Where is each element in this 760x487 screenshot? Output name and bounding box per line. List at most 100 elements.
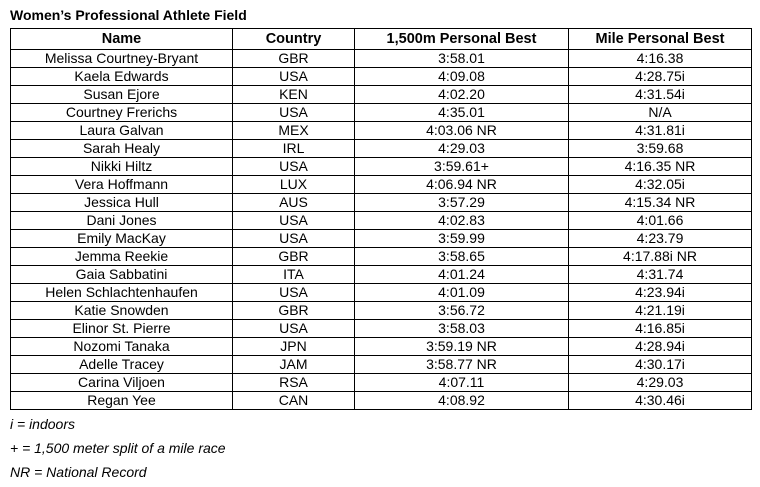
table-row: Sarah Healy IRL 4:29.03 3:59.68 [10,139,752,158]
legend-notes: i = indoors + = 1,500 meter split of a m… [10,415,226,487]
pb-mile-cell: 4:31.54i [568,85,752,104]
table-row: Nikki Hiltz USA 3:59.61+ 4:16.35 NR [10,157,752,176]
note-split: + = 1,500 meter split of a mile race [10,440,226,456]
pb-mile-cell: 4:23.94i [568,283,752,302]
table-row: Melissa Courtney-Bryant GBR 3:58.01 4:16.38 [10,49,752,68]
table-row: Elinor St. Pierre USA 3:58.03 4:16.85i [10,319,752,338]
country-cell: JPN [232,337,355,356]
pb-1500m-cell: 3:58.03 [354,319,569,338]
athlete-field-table: Name Country 1,500m Personal Best Mile P… [10,28,752,410]
pb-1500m-cell: 4:35.01 [354,103,569,122]
table-row: Kaela Edwards USA 4:09.08 4:28.75i [10,67,752,86]
athlete-name-cell: Kaela Edwards [10,67,233,86]
table-row: Adelle Tracey JAM 3:58.77 NR 4:30.17i [10,355,752,374]
table-row: Dani Jones USA 4:02.83 4:01.66 [10,211,752,230]
pb-mile-cell: 4:30.17i [568,355,752,374]
pb-1500m-cell: 4:02.20 [354,85,569,104]
table-row: Jemma Reekie GBR 3:58.65 4:17.88i NR [10,247,752,266]
pb-1500m-cell: 3:58.65 [354,247,569,266]
table-row: Courtney Frerichs USA 4:35.01 N/A [10,103,752,122]
country-cell: KEN [232,85,355,104]
pb-mile-cell: 4:28.75i [568,67,752,86]
athlete-name-cell: Nikki Hiltz [10,157,233,176]
note-national-record: NR = National Record [10,464,147,480]
country-cell: GBR [232,247,355,266]
athlete-name-cell: Susan Ejore [10,85,233,104]
table-row: Nozomi Tanaka JPN 3:59.19 NR 4:28.94i [10,337,752,356]
athlete-name-cell: Sarah Healy [10,139,233,158]
country-cell: JAM [232,355,355,374]
country-cell: USA [232,157,355,176]
table-row: Regan Yee CAN 4:08.92 4:30.46i [10,391,752,410]
athlete-name-cell: Regan Yee [10,391,233,410]
country-cell: RSA [232,373,355,392]
pb-1500m-cell: 3:59.19 NR [354,337,569,356]
pb-1500m-cell: 3:59.61+ [354,157,569,176]
pb-mile-cell: 4:21.19i [568,301,752,320]
country-cell: USA [232,211,355,230]
pb-mile-cell: 4:17.88i NR [568,247,752,266]
pb-mile-cell: 4:23.79 [568,229,752,248]
country-cell: USA [232,319,355,338]
pb-1500m-cell: 4:08.92 [354,391,569,410]
athlete-name-cell: Courtney Frerichs [10,103,233,122]
athlete-name-cell: Elinor St. Pierre [10,319,233,338]
athlete-name-cell: Jessica Hull [10,193,233,212]
table-row: Gaia Sabbatini ITA 4:01.24 4:31.74 [10,265,752,284]
pb-1500m-cell: 3:56.72 [354,301,569,320]
pb-1500m-cell: 3:58.01 [354,49,569,68]
pb-mile-cell: 4:30.46i [568,391,752,410]
pb-1500m-cell: 4:01.09 [354,283,569,302]
table-row: Laura Galvan MEX 4:03.06 NR 4:31.81i [10,121,752,140]
athlete-name-cell: Helen Schlachtenhaufen [10,283,233,302]
column-header-country: Country [232,28,355,50]
column-header-mile-pb: Mile Personal Best [568,28,752,50]
country-cell: CAN [232,391,355,410]
country-cell: USA [232,283,355,302]
country-cell: GBR [232,49,355,68]
pb-1500m-cell: 4:06.94 NR [354,175,569,194]
country-cell: IRL [232,139,355,158]
country-cell: USA [232,67,355,86]
table-row: Jessica Hull AUS 3:57.29 4:15.34 NR [10,193,752,212]
table-row: Susan Ejore KEN 4:02.20 4:31.54i [10,85,752,104]
athlete-name-cell: Adelle Tracey [10,355,233,374]
header-row: Name Country 1,500m Personal Best Mile P… [10,28,752,50]
country-cell: GBR [232,301,355,320]
pb-mile-cell: 4:15.34 NR [568,193,752,212]
country-cell: USA [232,103,355,122]
pb-1500m-cell: 4:07.11 [354,373,569,392]
table-row: Vera Hoffmann LUX 4:06.94 NR 4:32.05i [10,175,752,194]
pb-1500m-cell: 3:57.29 [354,193,569,212]
athlete-name-cell: Emily MacKay [10,229,233,248]
country-cell: AUS [232,193,355,212]
pb-mile-cell: 3:59.68 [568,139,752,158]
athlete-name-cell: Nozomi Tanaka [10,337,233,356]
country-cell: USA [232,229,355,248]
athlete-name-cell: Jemma Reekie [10,247,233,266]
athlete-name-cell: Dani Jones [10,211,233,230]
pb-mile-cell: 4:16.85i [568,319,752,338]
column-header-name: Name [10,28,233,50]
pb-1500m-cell: 3:59.99 [354,229,569,248]
pb-1500m-cell: 4:01.24 [354,265,569,284]
table-row: Helen Schlachtenhaufen USA 4:01.09 4:23.94i [10,283,752,302]
pb-1500m-cell: 3:58.77 NR [354,355,569,374]
pb-1500m-cell: 4:29.03 [354,139,569,158]
athlete-name-cell: Laura Galvan [10,121,233,140]
athlete-name-cell: Carina Viljoen [10,373,233,392]
athlete-name-cell: Katie Snowden [10,301,233,320]
table-row: Carina Viljoen RSA 4:07.11 4:29.03 [10,373,752,392]
pb-mile-cell: 4:31.74 [568,265,752,284]
table-body: Melissa Courtney-Bryant GBR 3:58.01 4:16.38… [10,49,752,410]
pb-mile-cell: 4:31.81i [568,121,752,140]
athlete-name-cell: Vera Hoffmann [10,175,233,194]
athlete-name-cell: Gaia Sabbatini [10,265,233,284]
pb-mile-cell: 4:32.05i [568,175,752,194]
column-header-1500m-pb: 1,500m Personal Best [354,28,569,50]
pb-mile-cell: 4:16.35 NR [568,157,752,176]
pb-mile-cell: N/A [568,103,752,122]
athlete-name-cell: Melissa Courtney-Bryant [10,49,233,68]
country-cell: MEX [232,121,355,140]
pb-mile-cell: 4:01.66 [568,211,752,230]
